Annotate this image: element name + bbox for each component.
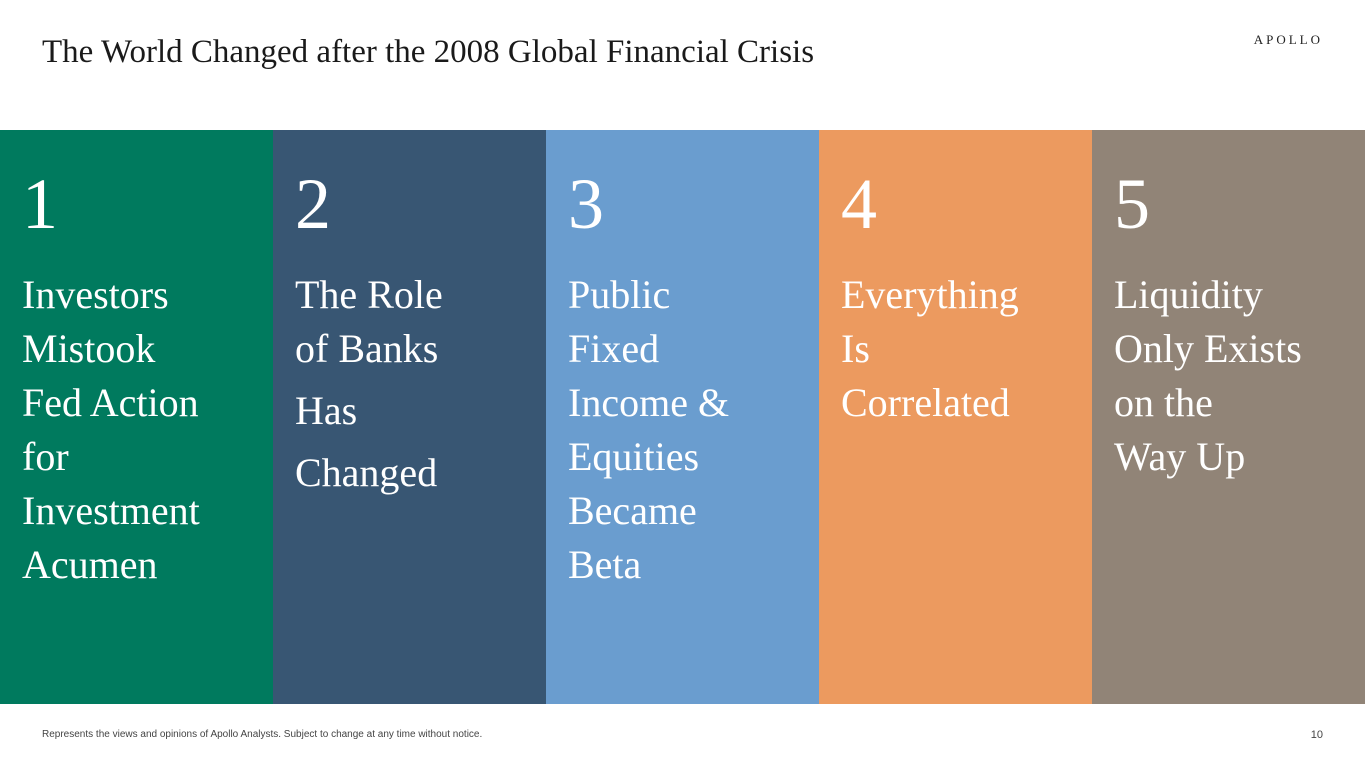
panel-text-line: Investors [22, 272, 169, 317]
panel-text-line: The Role [295, 272, 443, 317]
panel-text-line: Changed [295, 450, 438, 495]
panel-text-line: Everything [841, 272, 1019, 317]
page-number: 10 [1310, 729, 1323, 741]
panel-text-line: Fixed [568, 326, 660, 371]
panel-text: Public Fixed Income & Equities Became Beta [568, 268, 729, 592]
panel-2: 2 The Role of Banks Has Changed [273, 130, 546, 704]
panel-text-line: for [22, 434, 69, 479]
footer-disclaimer: Represents the views and opinions of Apo… [42, 729, 483, 740]
panel-text-line: Mistook [22, 326, 156, 371]
panel-number: 2 [295, 164, 331, 244]
panel-text-line: Correlated [841, 380, 1010, 425]
panel-4: 4 Everything Is Correlated [819, 130, 1092, 704]
panel-number: 3 [568, 164, 604, 244]
panel-number: 5 [1114, 164, 1150, 244]
panel-number: 4 [841, 164, 877, 244]
panel-text: Liquidity Only Exists on the Way Up [1114, 268, 1302, 484]
apollo-logo: APOLLO [1253, 32, 1323, 47]
panel-text: Everything Is Correlated [841, 268, 1019, 430]
panel-text-line: Equities [568, 434, 700, 479]
panel-1: 1 Investors Mistook Fed Action for Investment… [0, 130, 273, 704]
panel-text-line: Way Up [1114, 434, 1246, 479]
panel-text: The Role of Banks Has Changed [295, 268, 443, 500]
panel-3: 3 Public Fixed Income & Equities Became Beta [546, 130, 819, 704]
panel-text-line: Only Exists [1114, 326, 1302, 371]
panel-5: 5 Liquidity Only Exists on the Way Up [1092, 130, 1365, 704]
panel-text-line: Fed Action [22, 380, 199, 425]
panel-text-line: of Banks [295, 326, 439, 371]
panel-text-line: Investment [22, 488, 200, 533]
slide-title: The World Changed after the 2008 Global … [42, 34, 815, 70]
panel-text-line: Acumen [22, 542, 158, 587]
panel-text-line: Public [568, 272, 671, 317]
panel-text: Investors Mistook Fed Action for Investment A… [22, 268, 200, 592]
panel-text-line: Income & [568, 380, 730, 425]
panels: 1 Investors Mistook Fed Action for Investment… [0, 130, 1365, 704]
panel-text-line: on the [1114, 380, 1213, 425]
panel-text-line: Is [841, 326, 870, 371]
panel-text-line: Has [295, 388, 358, 433]
panel-text-line: Beta [568, 542, 642, 587]
panel-number: 1 [22, 164, 58, 244]
panel-text-line: Became [568, 488, 697, 533]
panel-text-line: Liquidity [1114, 272, 1263, 317]
